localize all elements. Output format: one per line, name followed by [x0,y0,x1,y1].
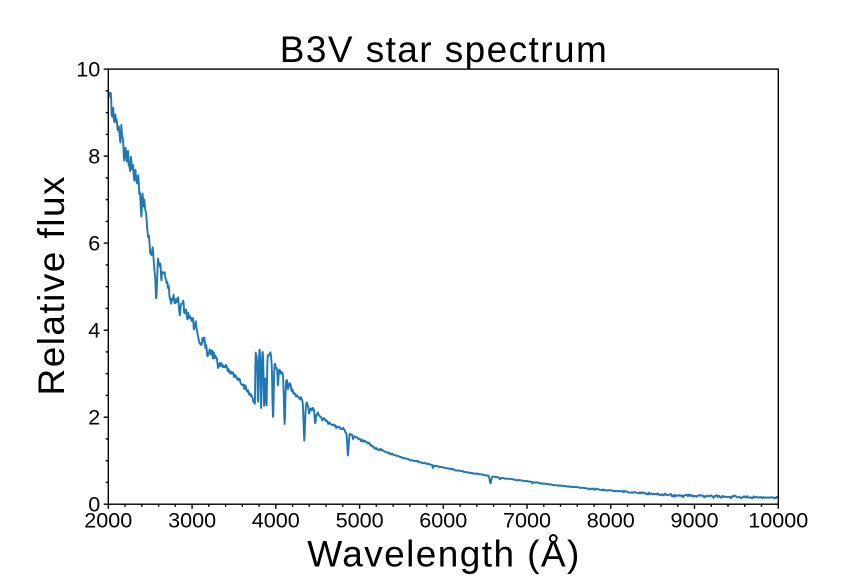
svg-text:8: 8 [88,144,100,169]
svg-text:B3V star spectrum: B3V star spectrum [280,29,607,70]
svg-text:4: 4 [88,318,100,343]
svg-text:7000: 7000 [503,508,551,533]
svg-text:2000: 2000 [84,508,132,533]
svg-text:2: 2 [88,405,100,430]
svg-text:Relative flux: Relative flux [31,176,72,396]
svg-text:10: 10 [76,57,100,82]
svg-text:Wavelength (Å): Wavelength (Å) [307,533,579,574]
svg-text:0: 0 [88,492,100,517]
svg-text:10000: 10000 [748,508,808,533]
svg-text:6: 6 [88,231,100,256]
svg-text:4000: 4000 [252,508,300,533]
svg-text:9000: 9000 [670,508,718,533]
svg-text:6000: 6000 [419,508,467,533]
svg-text:5000: 5000 [336,508,384,533]
svg-text:3000: 3000 [168,508,216,533]
svg-text:8000: 8000 [587,508,635,533]
